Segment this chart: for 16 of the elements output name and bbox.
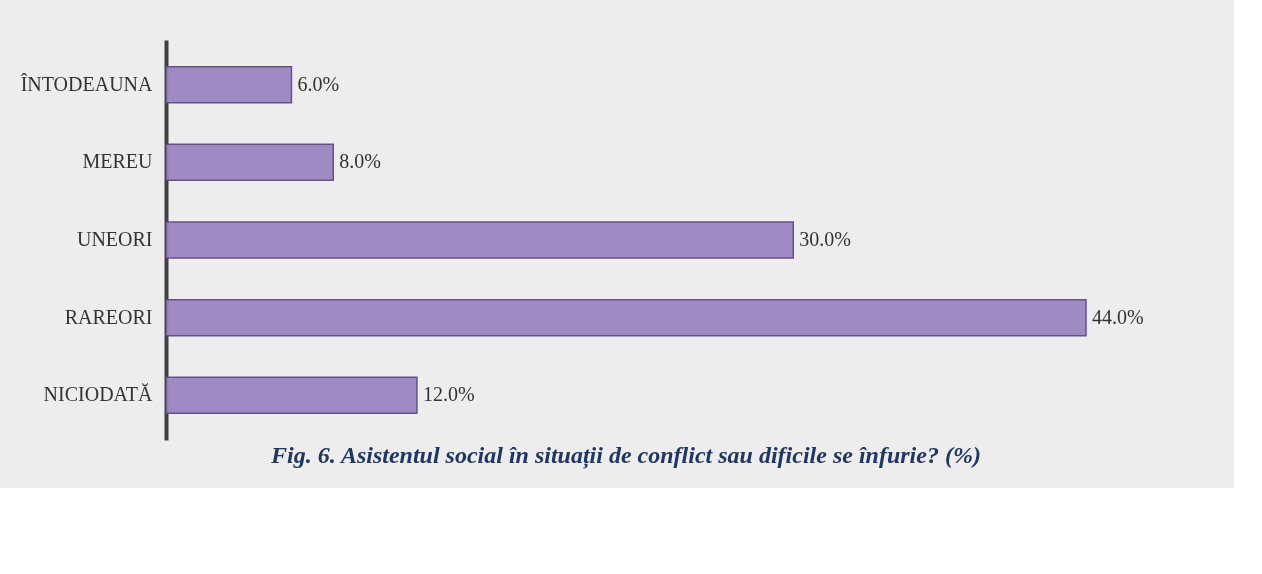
data-label: 8.0%: [339, 150, 381, 173]
bar: [165, 143, 335, 182]
y-tick-label: MEREU: [82, 150, 154, 173]
data-label: 6.0%: [297, 72, 340, 95]
bar: [165, 376, 418, 415]
data-label: 12.0%: [422, 383, 475, 406]
bar: [165, 65, 293, 104]
text: Fig. 6. Asistentul social în situații de conflict sau dificile se înfurie? (%): [270, 442, 981, 469]
y-tick-label: RAREORI: [64, 305, 153, 328]
bar: [165, 221, 795, 259]
y-tick-label: ÎNTODEAUNA: [20, 72, 154, 95]
data-label: 30.0%: [799, 228, 851, 250]
bar: [165, 298, 1087, 337]
y-tick-label: UNEORI: [76, 228, 153, 250]
y-tick-label: NICIODATĂ: [43, 383, 154, 406]
data-label: 44.0%: [1092, 305, 1144, 328]
